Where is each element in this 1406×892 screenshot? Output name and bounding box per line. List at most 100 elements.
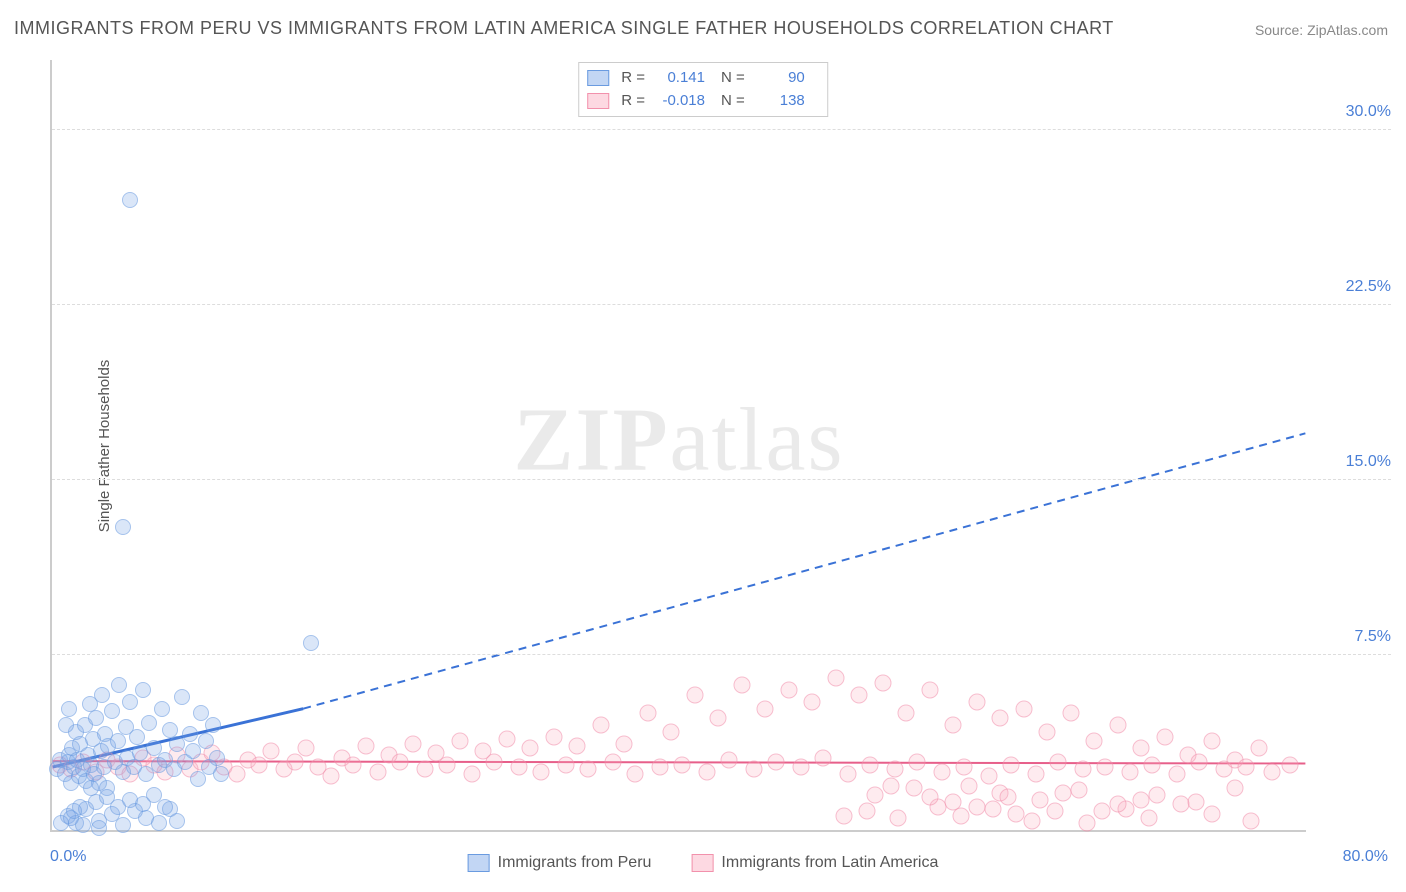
data-point-pink — [862, 756, 879, 773]
data-point-pink — [1075, 761, 1092, 778]
data-point-pink — [840, 766, 857, 783]
data-point-pink — [439, 756, 456, 773]
swatch-pink — [691, 854, 713, 872]
data-point-blue — [151, 815, 167, 831]
data-point-pink — [757, 700, 774, 717]
data-point-pink — [859, 803, 876, 820]
trendlines-layer — [52, 60, 1306, 830]
data-point-pink — [323, 768, 340, 785]
data-point-pink — [1250, 740, 1267, 757]
gridline — [52, 129, 1391, 130]
data-point-pink — [780, 682, 797, 699]
data-point-pink — [968, 798, 985, 815]
data-point-pink — [968, 693, 985, 710]
data-point-pink — [1282, 756, 1299, 773]
data-point-pink — [486, 754, 503, 771]
r-value-blue: 0.141 — [651, 67, 705, 90]
data-point-pink — [1000, 789, 1017, 806]
data-point-blue — [66, 803, 82, 819]
gridline — [52, 654, 1391, 655]
data-point-pink — [1028, 766, 1045, 783]
data-point-pink — [1086, 733, 1103, 750]
data-point-blue — [141, 715, 157, 731]
y-tick-label: 22.5% — [1346, 278, 1391, 296]
data-point-pink — [960, 777, 977, 794]
data-point-pink — [464, 766, 481, 783]
data-point-blue — [182, 726, 198, 742]
data-point-pink — [404, 735, 421, 752]
gridline — [52, 479, 1391, 480]
swatch-pink — [587, 93, 609, 109]
data-point-blue — [58, 717, 74, 733]
data-point-pink — [451, 733, 468, 750]
data-point-pink — [1191, 754, 1208, 771]
data-point-pink — [909, 754, 926, 771]
data-point-pink — [616, 735, 633, 752]
data-point-pink — [1055, 784, 1072, 801]
data-point-pink — [663, 724, 680, 741]
gridline — [52, 304, 1391, 305]
data-point-pink — [1062, 705, 1079, 722]
stats-row-pink: R = -0.018 N = 138 — [587, 90, 819, 113]
data-point-pink — [498, 731, 515, 748]
data-point-pink — [228, 766, 245, 783]
r-label: R = — [621, 67, 645, 90]
data-point-pink — [827, 670, 844, 687]
trendline-blue-dashed — [303, 433, 1305, 708]
data-point-pink — [699, 763, 716, 780]
data-point-pink — [945, 794, 962, 811]
data-point-pink — [545, 728, 562, 745]
data-point-blue — [303, 635, 319, 651]
data-point-pink — [391, 754, 408, 771]
data-point-pink — [1109, 796, 1126, 813]
data-point-pink — [569, 738, 586, 755]
series-legend: Immigrants from Peru Immigrants from Lat… — [468, 854, 939, 872]
data-point-pink — [934, 763, 951, 780]
data-point-pink — [263, 742, 280, 759]
data-point-pink — [921, 789, 938, 806]
data-point-pink — [906, 780, 923, 797]
data-point-blue — [205, 717, 221, 733]
data-point-pink — [627, 766, 644, 783]
data-point-pink — [887, 761, 904, 778]
y-tick-label: 15.0% — [1346, 453, 1391, 471]
source-attribution: Source: ZipAtlas.com — [1255, 22, 1388, 38]
data-point-pink — [357, 738, 374, 755]
stats-row-blue: R = 0.141 N = 90 — [587, 67, 819, 90]
data-point-pink — [1003, 756, 1020, 773]
data-point-blue — [115, 817, 131, 833]
data-point-pink — [1263, 763, 1280, 780]
data-point-pink — [710, 710, 727, 727]
data-point-pink — [992, 710, 1009, 727]
data-point-blue — [154, 701, 170, 717]
data-point-pink — [1172, 796, 1189, 813]
data-point-pink — [1015, 700, 1032, 717]
data-point-pink — [370, 763, 387, 780]
data-point-pink — [981, 768, 998, 785]
data-point-pink — [921, 682, 938, 699]
data-point-blue — [122, 192, 138, 208]
data-point-pink — [945, 717, 962, 734]
data-point-pink — [1047, 803, 1064, 820]
data-point-pink — [605, 754, 622, 771]
data-point-blue — [209, 750, 225, 766]
data-point-pink — [1008, 805, 1025, 822]
data-point-pink — [835, 808, 852, 825]
data-point-blue — [198, 733, 214, 749]
data-point-blue — [129, 729, 145, 745]
data-point-pink — [1050, 754, 1067, 771]
data-point-blue — [88, 710, 104, 726]
data-point-blue — [213, 766, 229, 782]
data-point-pink — [1156, 728, 1173, 745]
data-point-pink — [522, 740, 539, 757]
data-point-pink — [592, 717, 609, 734]
data-point-pink — [890, 810, 907, 827]
data-point-pink — [1141, 810, 1158, 827]
data-point-pink — [1238, 759, 1255, 776]
data-point-pink — [793, 759, 810, 776]
n-label: N = — [721, 90, 745, 113]
data-point-pink — [417, 761, 434, 778]
data-point-pink — [674, 756, 691, 773]
scatter-chart: ZIPatlas 7.5%15.0%22.5%30.0% — [50, 60, 1306, 832]
data-point-pink — [1109, 717, 1126, 734]
